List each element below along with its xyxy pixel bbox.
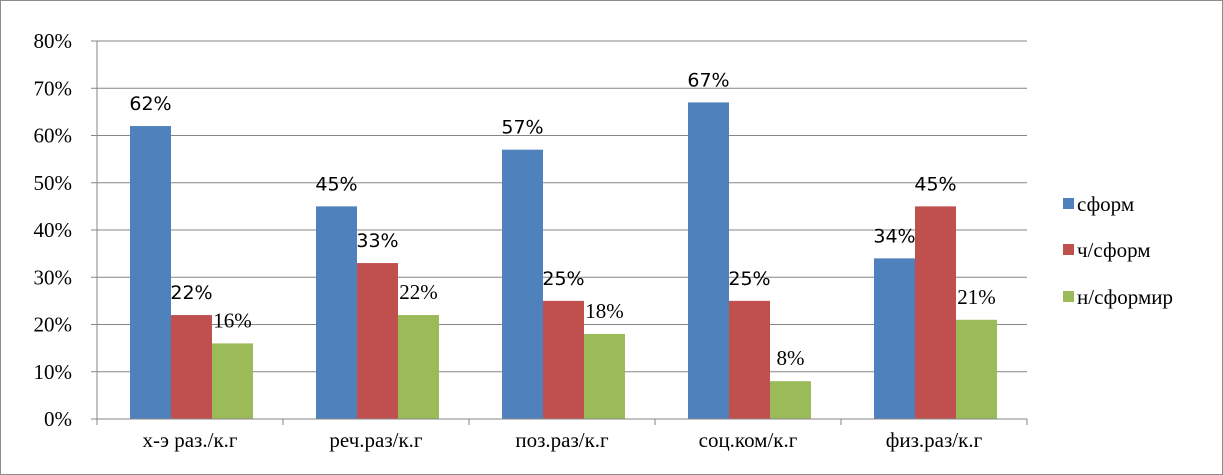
data-label: 45% bbox=[315, 173, 357, 195]
y-tick-label: 50% bbox=[34, 171, 73, 195]
legend-swatch-red bbox=[1063, 244, 1074, 255]
bar-red bbox=[357, 263, 398, 419]
data-label: 16% bbox=[213, 308, 252, 332]
data-label: 25% bbox=[542, 268, 584, 290]
y-tick-label: 0% bbox=[44, 407, 72, 431]
bar-red bbox=[171, 315, 212, 419]
data-label: 45% bbox=[914, 173, 956, 195]
legend-swatch-green bbox=[1063, 291, 1074, 302]
y-tick-label: 20% bbox=[34, 313, 73, 337]
bar-blue bbox=[316, 206, 357, 419]
data-label: 18% bbox=[585, 299, 624, 323]
bar-blue bbox=[874, 258, 915, 419]
y-tick-label: 10% bbox=[34, 360, 73, 384]
legend-entry-label: сформ bbox=[1077, 192, 1134, 216]
data-label: 25% bbox=[728, 268, 770, 290]
legend: сформ ч/сформ н/сформир bbox=[1063, 192, 1173, 309]
bars bbox=[130, 102, 997, 420]
y-tick-label: 30% bbox=[34, 265, 73, 289]
data-label: 33% bbox=[356, 230, 398, 252]
legend-swatch-blue bbox=[1063, 198, 1074, 209]
data-label: 67% bbox=[687, 69, 729, 91]
category-label: поз.раз/к.г bbox=[515, 428, 609, 452]
data-label: 34% bbox=[873, 225, 915, 247]
data-label: 22% bbox=[399, 280, 438, 304]
y-tick-label: 70% bbox=[34, 76, 73, 100]
y-tick-label: 40% bbox=[34, 218, 73, 242]
bar-blue bbox=[688, 102, 729, 420]
bar-red bbox=[543, 300, 584, 419]
category-label: реч.раз/к.г bbox=[329, 428, 423, 452]
y-tick-labels: 0% 10% 20% 30% 40% 50% 60% 70% 80% bbox=[34, 29, 73, 431]
bar-green bbox=[770, 381, 811, 419]
data-label: 22% bbox=[170, 282, 212, 304]
data-labels: 62%22%16%45%33%22%57%25%18%67%25%8%34%45… bbox=[129, 69, 995, 370]
axes bbox=[91, 40, 1028, 425]
y-tick-label: 60% bbox=[34, 124, 73, 148]
data-label: 62% bbox=[129, 93, 171, 115]
category-label: соц.ком/к.г bbox=[699, 428, 798, 452]
bar-blue bbox=[502, 149, 543, 420]
bar-blue bbox=[130, 126, 171, 420]
category-label: физ.раз/к.г bbox=[886, 428, 983, 452]
legend-entry-label: ч/сформ bbox=[1077, 238, 1151, 262]
bar-red bbox=[915, 206, 956, 419]
data-label: 57% bbox=[501, 117, 543, 139]
bar-green bbox=[398, 315, 439, 419]
bar-green bbox=[584, 333, 625, 419]
data-label: 8% bbox=[777, 346, 805, 370]
x-category-labels: х-э раз./к.г реч.раз/к.г поз.раз/к.г соц.ко… bbox=[142, 428, 982, 452]
y-tick-label: 80% bbox=[34, 29, 73, 53]
data-label: 21% bbox=[957, 285, 996, 309]
category-label: х-э раз./к.г bbox=[142, 428, 237, 452]
bar-green bbox=[956, 319, 997, 419]
bar-red bbox=[729, 300, 770, 419]
bar-green bbox=[212, 343, 253, 419]
legend-entry-label: н/сформир bbox=[1077, 285, 1173, 309]
